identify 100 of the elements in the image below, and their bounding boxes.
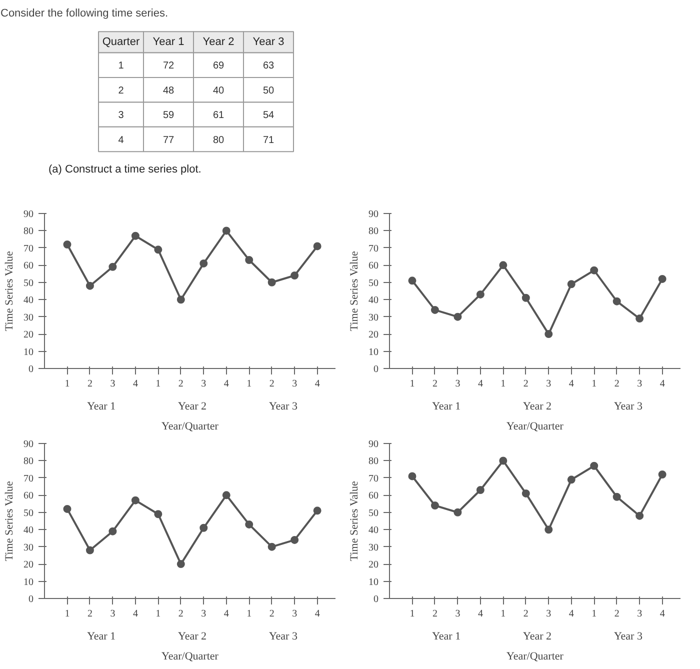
x-tick-label: Year 3: [252, 36, 284, 48]
text: Year 3: [268, 400, 298, 412]
x-tick-label: 3: [455, 608, 460, 620]
y-tick-label: 70: [368, 243, 378, 254]
x-tick-label: Year 2: [202, 36, 234, 48]
x-tick-label: 3: [201, 608, 206, 620]
y-tick-label: 0: [374, 594, 378, 605]
x-axis-title: Year/Quarter: [506, 420, 564, 432]
y-axis-title: Quarter: [102, 36, 140, 48]
x-tick-label: 3: [637, 378, 642, 390]
y-tick-label: 10: [24, 346, 34, 358]
x-tick-label: 2: [523, 608, 528, 620]
y-tick-label: 50: [368, 278, 378, 289]
x-tick-label: 1: [246, 608, 252, 620]
data-label: 50: [262, 85, 274, 96]
x-tick-label: 2: [432, 378, 438, 390]
y-tick-label: 60: [24, 260, 34, 272]
data-label: 59: [162, 110, 174, 122]
x-tick-label: 2: [614, 378, 620, 390]
y-tick-label: 0: [28, 594, 34, 605]
data-label: 71: [262, 134, 274, 146]
y-tick-label: 10: [368, 576, 378, 588]
y-tick-label: 90: [24, 209, 34, 220]
data-label: 40: [212, 85, 224, 96]
x-tick-label: 2: [178, 608, 184, 620]
y-tick-label: 10: [368, 346, 378, 358]
y-tick-label: 60: [368, 490, 378, 502]
x-tick-label: 3: [546, 608, 552, 620]
y-tick-label: 0: [28, 364, 34, 375]
x-tick-label: 1: [410, 378, 415, 390]
y-tick-label: 50: [24, 508, 34, 519]
x-tick-label: 1: [410, 608, 415, 620]
x-tick-label: 1: [156, 378, 161, 390]
y-tick-label: 90: [368, 439, 378, 450]
text: Year 1: [432, 400, 461, 412]
x-tick-label: 4: [224, 378, 229, 390]
y-tick-label: 20: [368, 330, 378, 341]
y-tick-label: 0: [374, 364, 378, 375]
y-tick-label: 80: [24, 226, 34, 238]
y-tick-label: 70: [24, 243, 34, 254]
y-tick-label: 30: [368, 312, 378, 324]
y-tick-label: 40: [24, 525, 34, 536]
y-tick-label: 1: [118, 60, 124, 72]
x-tick-label: 2: [178, 378, 184, 390]
x-tick-label: 2: [432, 608, 438, 620]
data-label: 77: [162, 134, 174, 146]
data-label: 63: [262, 60, 274, 72]
text: Year 3: [614, 400, 643, 412]
x-tick-label: 1: [64, 378, 70, 390]
x-tick-label: 3: [292, 608, 298, 620]
x-tick-label: 2: [614, 608, 620, 620]
y-axis-title: Time Series Value: [348, 250, 360, 332]
x-tick-label: 2: [87, 608, 92, 620]
data-label: 61: [212, 110, 224, 122]
text: Year 2: [523, 630, 552, 642]
y-tick-label: 80: [368, 226, 378, 238]
x-tick-label: 1: [156, 608, 161, 620]
text: Year 1: [87, 630, 116, 642]
x-tick-label: 4: [478, 378, 483, 390]
y-tick-label: 30: [368, 542, 378, 554]
text: Year 3: [268, 630, 298, 642]
x-tick-label: 4: [478, 608, 483, 620]
y-tick-label: 3: [118, 110, 124, 122]
x-tick-label: 4: [132, 608, 138, 620]
y-axis-title: Time Series Value: [4, 250, 16, 332]
x-tick-label: 1: [64, 608, 70, 620]
x-tick-label: 1: [500, 378, 506, 390]
x-tick-label: 2: [523, 378, 528, 390]
x-tick-label: 3: [201, 378, 206, 390]
x-tick-label: 4: [660, 608, 665, 620]
y-axis-title: Time Series Value: [4, 480, 16, 562]
y-tick-label: 80: [24, 456, 34, 468]
y-tick-label: 80: [368, 456, 378, 468]
text: Year 2: [178, 630, 207, 642]
y-tick-label: 2: [118, 85, 124, 96]
text: Year 2: [523, 400, 552, 412]
x-tick-label: 2: [269, 378, 274, 390]
x-tick-label: 4: [224, 608, 229, 620]
y-tick-label: 60: [24, 490, 34, 502]
y-tick-label: 40: [368, 525, 378, 536]
text: Year 3: [614, 630, 643, 642]
x-tick-label: 3: [546, 378, 552, 390]
chart-title: Consider the following time series.: [0, 8, 168, 20]
x-tick-label: Year 1: [152, 36, 184, 48]
x-axis-title: Year/Quarter: [162, 650, 219, 662]
y-tick-label: 40: [368, 295, 378, 306]
x-axis-title: Year/Quarter: [162, 420, 219, 432]
y-tick-label: 10: [24, 576, 34, 588]
data-label: 54: [262, 110, 274, 122]
y-tick-label: 20: [24, 560, 34, 571]
x-tick-label: 4: [568, 378, 574, 390]
y-tick-label: 90: [24, 439, 34, 450]
y-tick-label: 30: [24, 312, 34, 324]
y-tick-label: 50: [24, 278, 34, 289]
x-tick-label: 4: [314, 608, 320, 620]
x-tick-label: 4: [660, 378, 665, 390]
x-tick-label: 4: [314, 378, 320, 390]
y-tick-label: 4: [118, 134, 124, 146]
data-label: 69: [212, 60, 224, 72]
x-tick-label: 1: [500, 608, 506, 620]
